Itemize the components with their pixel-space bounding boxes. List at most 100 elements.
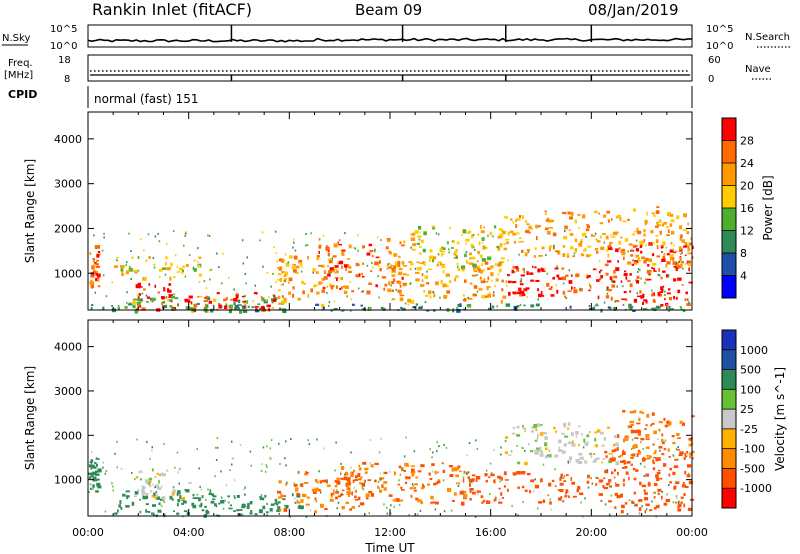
data-cell [237, 299, 241, 303]
data-cell [667, 424, 671, 427]
data-cell [305, 244, 307, 247]
data-cell [483, 295, 488, 298]
data-cell [368, 243, 373, 247]
data-cell [401, 276, 404, 280]
data-cell [174, 297, 179, 300]
data-cell [371, 262, 373, 264]
data-cell [145, 495, 149, 500]
data-cell [350, 466, 352, 469]
data-cell [172, 489, 176, 493]
data-cell [455, 482, 461, 485]
data-cell [442, 469, 446, 473]
data-cell [504, 451, 509, 455]
data-cell [634, 260, 639, 264]
data-cell [656, 255, 661, 258]
data-cell [151, 297, 156, 301]
data-cell [563, 235, 568, 240]
data-cell [639, 245, 642, 248]
data-cell [573, 252, 576, 255]
data-cell [498, 498, 501, 501]
data-cell [117, 306, 120, 310]
data-cell [662, 285, 665, 288]
data-cell [103, 236, 105, 239]
data-cell [292, 269, 297, 273]
data-cell [620, 280, 623, 283]
data-cell [307, 294, 310, 298]
data-cell [90, 462, 93, 464]
data-cell [510, 218, 513, 221]
data-cell [188, 254, 191, 257]
data-cell [298, 259, 303, 264]
data-cell [629, 283, 633, 287]
nsky-trace [87, 37, 693, 43]
data-cell [604, 469, 609, 474]
data-cell [323, 276, 328, 280]
data-cell [233, 302, 236, 306]
data-cell [533, 449, 536, 452]
data-cell [156, 496, 161, 500]
data-cell [155, 493, 158, 498]
data-cell [383, 287, 386, 291]
data-cell [499, 480, 501, 483]
data-cell [495, 278, 499, 282]
data-cell [391, 271, 394, 274]
data-cell [128, 267, 133, 272]
data-cell [625, 437, 629, 441]
data-cell [148, 510, 151, 513]
power-x-ticks [87, 112, 693, 310]
data-cell [330, 492, 333, 497]
data-cell [176, 492, 181, 495]
data-cell [111, 482, 113, 485]
data-cell [90, 467, 93, 470]
data-cell [379, 267, 382, 272]
data-cell [89, 476, 92, 478]
data-cell [673, 251, 677, 254]
data-cell [378, 265, 380, 268]
data-cell [120, 467, 123, 470]
data-cell [293, 241, 295, 244]
data-cell [497, 475, 500, 479]
data-cell [92, 488, 94, 491]
data-cell [587, 245, 592, 248]
data-cell [384, 283, 388, 287]
data-cell [677, 446, 679, 448]
data-cell [141, 292, 144, 295]
data-cell [429, 249, 433, 253]
data-cell [184, 235, 186, 237]
data-cell [559, 477, 562, 481]
data-cell [348, 244, 352, 249]
data-cell [561, 477, 565, 479]
data-cell [609, 276, 613, 281]
data-cell [191, 307, 196, 312]
data-cell [561, 450, 566, 454]
data-cell [140, 301, 143, 303]
data-cell [260, 296, 263, 299]
data-cell [544, 210, 547, 213]
data-cell [491, 279, 493, 282]
colorbar-tick-label: -1000 [740, 482, 772, 495]
data-cell [523, 427, 526, 430]
data-cell [350, 475, 354, 478]
data-cell [669, 223, 673, 227]
data-cell [661, 490, 663, 493]
data-cell [436, 263, 439, 267]
colorbar-swatch [722, 389, 736, 410]
data-cell [634, 230, 639, 233]
data-cell [636, 453, 639, 457]
data-cell [386, 506, 388, 509]
data-cell [536, 448, 541, 453]
data-cell [672, 441, 676, 445]
colorbar-swatch [722, 468, 736, 489]
data-cell [567, 460, 569, 463]
data-cell [475, 479, 478, 482]
data-cell [149, 297, 152, 300]
data-cell [534, 450, 539, 455]
data-cell [556, 265, 558, 268]
data-cell [660, 286, 663, 290]
data-cell [638, 451, 642, 455]
data-cell [637, 449, 640, 452]
data-cell [216, 252, 218, 255]
data-cell [399, 473, 402, 476]
data-cell [679, 257, 682, 261]
data-cell [555, 430, 557, 434]
